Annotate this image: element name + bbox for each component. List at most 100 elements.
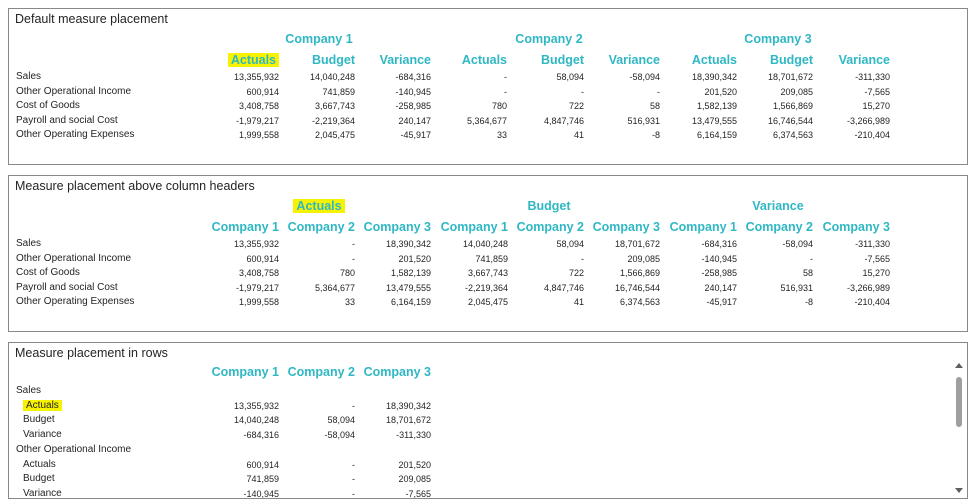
table-cell: 14,040,248	[233, 415, 279, 426]
table-cell: 3,408,758	[238, 101, 279, 111]
table-cell: -	[581, 86, 584, 97]
vertical-scrollbar[interactable]	[956, 377, 962, 427]
table-cell: 1,999,558	[238, 130, 279, 140]
table-cell: -684,316	[701, 239, 737, 249]
table-cell: 41	[573, 297, 584, 307]
row-label: Other Operational Income	[16, 252, 132, 264]
company-column-header: Company 1	[211, 220, 279, 234]
measure-above-headers-panel[interactable]: Measure placement above column headers A…	[8, 175, 968, 332]
measure-row-label: Actuals	[23, 458, 56, 470]
table-cell: 58,094	[327, 415, 355, 426]
measure-row-label: Budget	[23, 414, 55, 426]
table-cell: -8	[804, 297, 813, 307]
table-cell: 741,859	[322, 86, 355, 97]
row-label: Other Operating Expenses	[16, 129, 135, 140]
table-cell: 18,390,342	[691, 72, 737, 82]
table-cell: 5,364,677	[314, 282, 355, 293]
table-cell: 18,701,672	[385, 415, 431, 426]
table-cell: -684,316	[395, 72, 431, 82]
table-cell: 4,847,746	[543, 115, 584, 126]
company-column-header: Company 3	[592, 220, 660, 234]
table-cell: 2,045,475	[467, 297, 508, 307]
group-row-label: Sales	[16, 385, 42, 396]
table-cell: 13,479,555	[691, 115, 737, 126]
table-cell: -210,404	[854, 297, 890, 307]
company-column-header: Company 2	[287, 365, 355, 379]
table-cell: -1,979,217	[235, 115, 279, 126]
table-cell: 33	[344, 297, 355, 307]
table-cell: 14,040,248	[309, 72, 355, 82]
table-cell: -140,945	[701, 253, 737, 264]
group-row-label: Other Operational Income	[16, 443, 132, 455]
table-cell: -140,945	[395, 86, 431, 97]
table-cell: -	[352, 400, 355, 411]
company-column-header: Company 2	[516, 220, 584, 234]
table-cell: 58	[802, 268, 813, 278]
company-group-header: Company 3	[744, 32, 812, 46]
measure-column-header: Budget	[311, 53, 355, 67]
measure-in-rows-panel[interactable]: Measure placement in rows Company 1 Compa…	[8, 342, 968, 499]
table-cell: 201,520	[398, 253, 431, 264]
scrollbar-up-arrow-icon[interactable]	[955, 363, 963, 368]
table-cell: 3,408,758	[238, 268, 279, 278]
table-cell: -58,094	[782, 239, 813, 249]
table-cell: -8	[651, 130, 660, 140]
table-cell: 41	[573, 130, 584, 140]
table-cell: 600,914	[246, 253, 279, 264]
measure-column-header: Actuals	[199, 53, 279, 67]
table-cell: -58,094	[629, 72, 660, 82]
table-cell: -	[657, 86, 660, 97]
company-group-header: Company 2	[515, 32, 583, 46]
table-cell: 18,701,672	[767, 72, 813, 82]
company-column-header: Company 3	[363, 365, 431, 379]
measure-group-header: Variance	[752, 199, 804, 213]
table-cell: 780	[339, 268, 355, 278]
measure-column-header: Variance	[838, 53, 890, 67]
table-cell: 18,701,672	[614, 239, 660, 249]
company-column-header: Company 1	[669, 220, 737, 234]
table-cell: 600,914	[246, 86, 279, 97]
highlight-marker: Actuals	[293, 199, 345, 213]
row-label: Cost of Goods	[16, 100, 80, 111]
table-cell: 722	[568, 101, 584, 111]
table-cell: 3,667,743	[467, 268, 508, 278]
measure-row-label: Actuals	[23, 399, 62, 411]
table-cell: 722	[568, 268, 584, 278]
company-column-header: Company 2	[287, 220, 355, 234]
table-cell: -3,266,989	[846, 282, 890, 293]
measure-group-header: Budget	[527, 199, 571, 213]
row-label: Sales	[16, 71, 42, 82]
table-cell: -258,985	[395, 101, 431, 111]
table-cell: -	[581, 253, 584, 264]
table-cell: -45,917	[400, 130, 431, 140]
table-cell: 3,667,743	[314, 101, 355, 111]
table-cell: -210,404	[854, 130, 890, 140]
measure-column-header: Variance	[608, 53, 660, 67]
scrollbar-down-arrow-icon[interactable]	[955, 488, 963, 493]
table-cell: -	[504, 86, 507, 97]
table-cell: 13,479,555	[385, 282, 431, 293]
table-cell: 209,085	[627, 253, 660, 264]
highlight-marker: Actuals	[23, 399, 62, 411]
table-cell: -3,266,989	[846, 115, 890, 126]
table-cell: -140,945	[243, 488, 279, 499]
default-measure-placement-panel[interactable]: Default measure placement Company 1 Compa…	[8, 8, 968, 165]
measure-column-header: Variance	[379, 53, 431, 67]
table-cell: 4,847,746	[543, 282, 584, 293]
table-cell: -	[810, 253, 813, 264]
table-cell: -	[352, 459, 355, 470]
row-label: Payroll and social Cost	[16, 114, 118, 126]
company-column-header: Company 1	[440, 220, 508, 234]
company-column-header: Company 2	[745, 220, 813, 234]
table-cell: -45,917	[706, 297, 737, 307]
table-cell: 209,085	[780, 86, 813, 97]
table-cell: 1,999,558	[238, 297, 279, 307]
measure-column-header: Actuals	[461, 53, 507, 67]
table-cell: -1,979,217	[235, 282, 279, 293]
table-cell: -2,219,364	[311, 115, 355, 126]
table-cell: 5,364,677	[466, 115, 507, 126]
measure-row-label: Variance	[23, 429, 62, 441]
measure-column-header: Budget	[769, 53, 813, 67]
table-cell: -	[352, 253, 355, 264]
row-label: Other Operating Expenses	[16, 296, 135, 307]
